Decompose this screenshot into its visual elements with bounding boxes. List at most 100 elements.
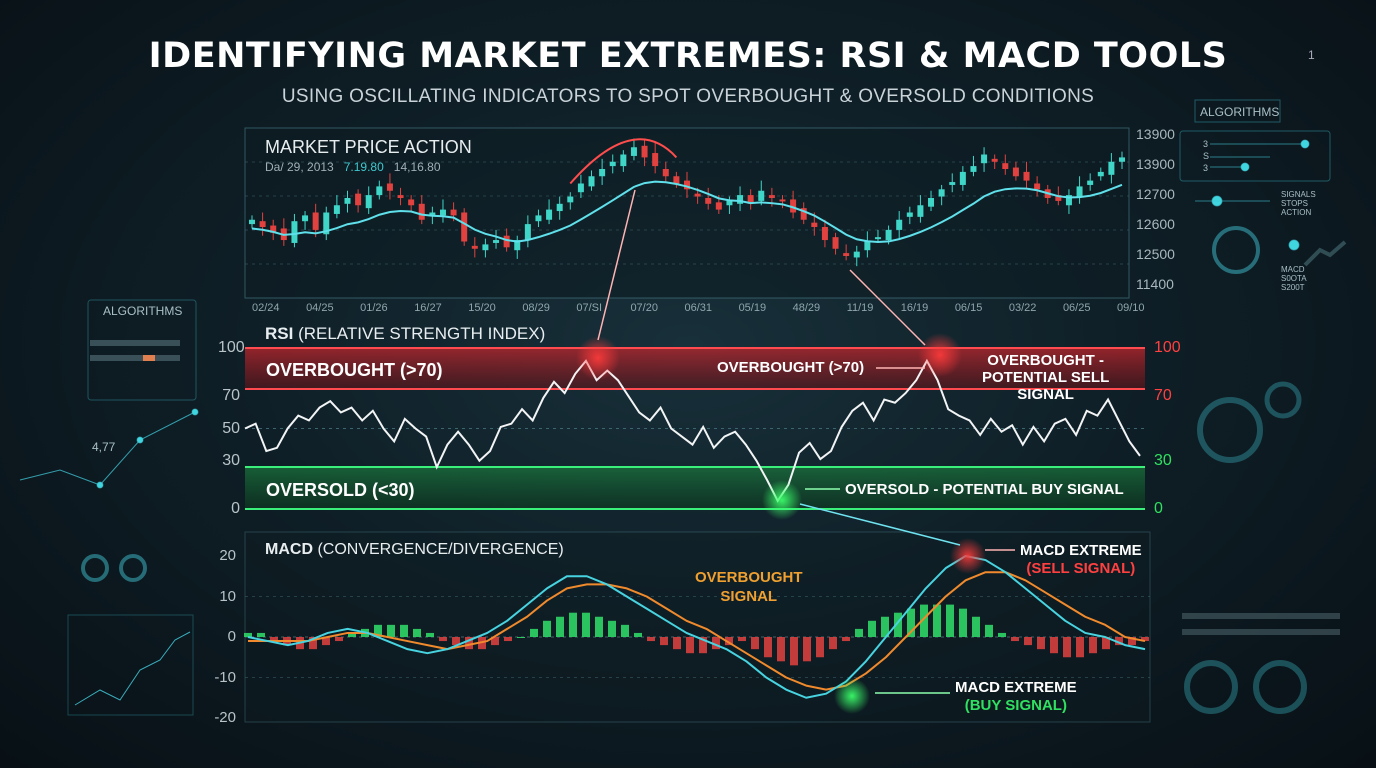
macd-panel: [244, 531, 1151, 723]
candle-bullish: [874, 237, 881, 240]
arrow-price-to-rsi-2: [849, 269, 926, 346]
candle-bullish: [1065, 195, 1072, 206]
slider-label: 3: [1203, 139, 1209, 149]
candle-bullish: [535, 215, 542, 222]
histogram-bar-negative: [725, 637, 733, 646]
x-tick-label: 07/20: [630, 302, 658, 314]
histogram-bar-positive: [530, 628, 538, 637]
page-subtitle: USING OSCILLATING INDICATORS TO SPOT OVE…: [281, 86, 1095, 107]
macd-title-main: MACD: [265, 541, 313, 558]
x-tick-label: 08/29: [522, 302, 550, 314]
x-tick-label: 04/25: [306, 302, 334, 314]
candle-bullish: [1108, 161, 1115, 175]
histogram-bar-negative: [491, 637, 499, 646]
histogram-bar-positive: [348, 632, 356, 637]
histogram-bar-negative: [699, 637, 707, 654]
page-number: 1: [1308, 48, 1315, 62]
candle-bearish: [694, 193, 701, 197]
right-algorithms-label: ALGORITHMS: [1200, 105, 1280, 119]
histogram-bar-positive: [959, 608, 967, 637]
rsi-right-tick: 70: [1154, 387, 1172, 405]
rsi-oversold-band: [245, 467, 1145, 509]
histogram-bar-negative: [465, 637, 473, 650]
left-algorithms-label: ALGORITHMS: [103, 304, 183, 318]
candle-bearish: [355, 193, 362, 206]
moving-average-line: [251, 180, 1123, 244]
right-text-line: MACD: [1281, 265, 1305, 274]
x-tick-label: 06/31: [684, 302, 713, 314]
overbought-price-arc: [569, 138, 678, 185]
histogram-bar-negative: [1115, 637, 1123, 646]
histogram-bar-positive: [881, 616, 889, 637]
candle-bearish: [408, 199, 415, 206]
candle-bullish: [864, 241, 871, 251]
candle-bullish: [609, 161, 616, 167]
x-tick-label: 16/27: [414, 302, 442, 314]
candle-bullish: [588, 176, 595, 187]
x-tick-label: 06/25: [1062, 302, 1091, 314]
rsi-right-tick: 100: [1154, 339, 1181, 356]
rsi-y-tick: 50: [222, 419, 240, 437]
rsi-right-tick: 0: [1154, 500, 1163, 517]
histogram-bar-positive: [855, 628, 863, 637]
price-value-2: 14,16.80: [393, 160, 441, 174]
x-tick-label: 15/20: [468, 302, 496, 314]
candle-bullish: [938, 189, 945, 197]
histogram-bar-positive: [933, 604, 941, 637]
candle-bullish: [323, 212, 330, 235]
histogram-bar-negative: [1128, 637, 1136, 646]
candle-bullish: [546, 209, 553, 220]
histogram-bar-negative: [764, 637, 772, 658]
candle-bearish: [471, 245, 478, 249]
x-tick-label: 01/26: [360, 302, 388, 314]
candle-bearish: [715, 202, 722, 210]
macd-title-sub: (CONVERGENCE/DIVERGENCE): [317, 541, 564, 558]
candle-bearish: [259, 221, 266, 227]
macd-ob-line-2: SIGNAL: [720, 588, 778, 605]
candle-bullish: [249, 219, 255, 225]
candle-bullish: [333, 205, 340, 214]
candle-bearish: [652, 153, 659, 167]
rsi-y-tick: 0: [231, 500, 240, 517]
candle-bearish: [811, 222, 818, 227]
macd-sell-annotation: MACD EXTREME (SELL SIGNAL): [1020, 542, 1142, 578]
right-text-2: MACD S0OTA S200T: [1281, 265, 1307, 292]
signal-line: [248, 571, 1146, 691]
candle-bearish: [503, 235, 510, 248]
macd-buy-glow: [834, 678, 870, 714]
rsi-title-sub: (RELATIVE STRENGTH INDEX): [298, 324, 546, 343]
candle-bearish: [800, 208, 807, 220]
histogram-bar-negative: [686, 637, 694, 654]
histogram-bar-negative: [1037, 637, 1045, 650]
candle-bearish: [843, 253, 850, 256]
candle-bearish: [386, 183, 393, 191]
sell-signal-annotation: OVERBOUGHT - POTENTIAL SELL SIGNAL: [982, 352, 1109, 403]
macd-line: [247, 555, 1146, 699]
histogram-bar-negative: [647, 637, 655, 642]
histogram-bar-negative: [504, 637, 512, 642]
candle-bullish: [365, 195, 372, 209]
histogram-bar-negative: [439, 637, 447, 642]
right-decorations: [1179, 99, 1347, 714]
right-text-line: S200T: [1281, 283, 1305, 292]
candle-bullish: [928, 198, 935, 207]
candle-bearish: [673, 176, 680, 184]
macd-sell-glow: [950, 538, 986, 574]
histogram-bar-positive: [868, 620, 876, 637]
histogram-bar-negative: [1024, 637, 1032, 646]
histogram-bar-positive: [413, 628, 421, 637]
histogram-bar-positive: [569, 612, 577, 637]
candle-bullish: [291, 221, 298, 243]
y-tick-label: 12600: [1136, 216, 1175, 232]
candle-bullish: [302, 215, 309, 222]
sell-annotation-line-3: SIGNAL: [1017, 386, 1074, 403]
right-text-line: SIGNALS: [1281, 190, 1316, 199]
y-tick-label: 12500: [1136, 246, 1175, 262]
candle-bullish: [429, 212, 436, 216]
rsi-y-tick: 30: [222, 451, 240, 469]
candle-bearish: [461, 212, 468, 242]
rsi-right-tick: 30: [1154, 451, 1172, 469]
overbought-band-label: OVERBOUGHT (>70): [266, 360, 443, 380]
histogram-bar-positive: [426, 632, 434, 637]
histogram-bar-negative: [816, 637, 824, 658]
